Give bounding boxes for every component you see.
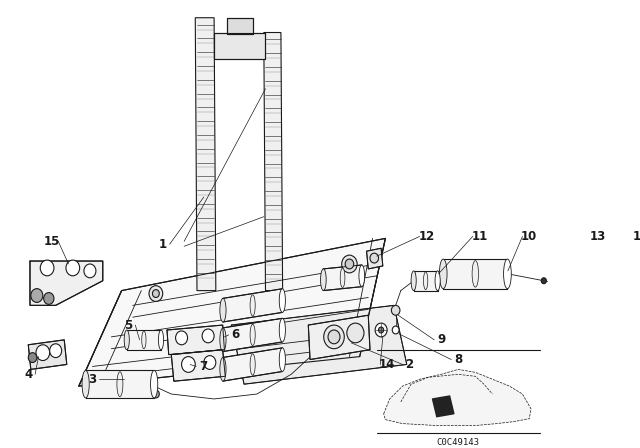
Circle shape xyxy=(574,263,595,287)
Ellipse shape xyxy=(321,269,326,291)
Polygon shape xyxy=(227,18,253,34)
Polygon shape xyxy=(86,370,154,398)
Circle shape xyxy=(627,266,640,282)
Circle shape xyxy=(28,353,37,362)
Circle shape xyxy=(375,323,387,337)
Polygon shape xyxy=(444,259,508,289)
Ellipse shape xyxy=(359,265,365,287)
Ellipse shape xyxy=(504,259,511,289)
Ellipse shape xyxy=(250,324,255,345)
Text: 15: 15 xyxy=(43,235,60,248)
Polygon shape xyxy=(308,315,370,360)
Polygon shape xyxy=(195,18,216,291)
Text: 11: 11 xyxy=(472,230,488,243)
Text: 8: 8 xyxy=(454,353,462,366)
Circle shape xyxy=(31,289,43,302)
Circle shape xyxy=(152,289,159,297)
Circle shape xyxy=(149,286,163,302)
Ellipse shape xyxy=(150,370,157,398)
Polygon shape xyxy=(223,318,282,352)
Text: 1: 1 xyxy=(159,238,167,251)
Ellipse shape xyxy=(424,272,428,289)
Polygon shape xyxy=(323,265,362,291)
Text: 9: 9 xyxy=(437,333,445,346)
Ellipse shape xyxy=(220,328,226,352)
Polygon shape xyxy=(79,238,385,386)
Text: 3: 3 xyxy=(88,373,97,386)
Ellipse shape xyxy=(220,358,226,381)
Circle shape xyxy=(182,357,195,372)
Ellipse shape xyxy=(279,289,285,312)
Circle shape xyxy=(630,270,637,278)
Polygon shape xyxy=(223,289,282,322)
Ellipse shape xyxy=(250,295,255,316)
Circle shape xyxy=(392,306,400,315)
Polygon shape xyxy=(433,396,454,417)
Circle shape xyxy=(50,344,61,358)
Polygon shape xyxy=(231,306,407,384)
Polygon shape xyxy=(413,271,438,291)
Text: 14: 14 xyxy=(632,230,640,243)
Ellipse shape xyxy=(141,331,146,349)
Polygon shape xyxy=(383,370,531,426)
Circle shape xyxy=(84,264,96,278)
Text: 12: 12 xyxy=(419,230,435,243)
Polygon shape xyxy=(28,340,67,370)
Polygon shape xyxy=(172,350,225,381)
Polygon shape xyxy=(30,261,103,306)
Circle shape xyxy=(541,278,547,284)
Polygon shape xyxy=(577,254,593,296)
Polygon shape xyxy=(576,254,623,293)
Ellipse shape xyxy=(411,271,416,291)
Ellipse shape xyxy=(82,370,89,398)
Text: 13: 13 xyxy=(589,230,606,243)
Circle shape xyxy=(152,390,159,398)
Polygon shape xyxy=(367,248,383,269)
Ellipse shape xyxy=(220,298,226,322)
Text: 7: 7 xyxy=(199,360,207,373)
Ellipse shape xyxy=(279,348,285,371)
Circle shape xyxy=(204,356,216,370)
Circle shape xyxy=(175,331,188,345)
Ellipse shape xyxy=(159,330,164,350)
Circle shape xyxy=(370,253,378,263)
Ellipse shape xyxy=(435,271,440,291)
Ellipse shape xyxy=(124,330,129,350)
Ellipse shape xyxy=(279,318,285,342)
Ellipse shape xyxy=(117,372,123,396)
Text: 2: 2 xyxy=(405,358,413,371)
Polygon shape xyxy=(264,33,283,291)
Text: 10: 10 xyxy=(521,230,538,243)
Text: 5: 5 xyxy=(124,319,132,332)
Circle shape xyxy=(40,260,54,276)
Polygon shape xyxy=(223,348,282,381)
Text: 6: 6 xyxy=(232,328,239,341)
Text: C0C49143: C0C49143 xyxy=(436,438,480,448)
Circle shape xyxy=(324,325,344,349)
Circle shape xyxy=(578,268,590,282)
Ellipse shape xyxy=(618,254,628,293)
Polygon shape xyxy=(127,330,161,350)
Circle shape xyxy=(347,323,364,343)
Circle shape xyxy=(44,293,54,304)
Text: 4: 4 xyxy=(24,368,33,381)
Circle shape xyxy=(202,329,214,343)
Ellipse shape xyxy=(595,256,604,292)
Circle shape xyxy=(328,330,340,344)
Circle shape xyxy=(392,326,399,334)
Ellipse shape xyxy=(340,268,345,288)
Polygon shape xyxy=(167,325,225,355)
Ellipse shape xyxy=(439,259,447,289)
Circle shape xyxy=(345,259,354,269)
Ellipse shape xyxy=(472,261,479,287)
Ellipse shape xyxy=(250,354,255,375)
Circle shape xyxy=(66,260,79,276)
Circle shape xyxy=(342,255,357,273)
Text: 14: 14 xyxy=(379,358,396,371)
Polygon shape xyxy=(214,33,266,59)
Circle shape xyxy=(36,345,50,361)
Ellipse shape xyxy=(571,254,581,293)
Circle shape xyxy=(378,327,383,333)
